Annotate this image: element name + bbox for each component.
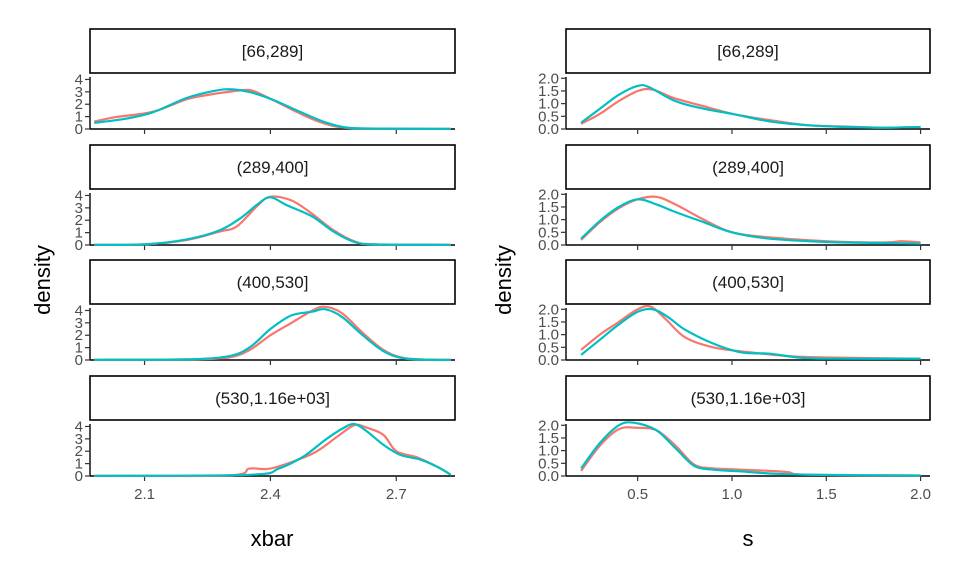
density-curve-2	[580, 421, 921, 477]
x-tick-label: 1.0	[722, 486, 743, 503]
y-tick-label: 1.0	[538, 96, 559, 113]
density-curve-2	[94, 422, 452, 477]
right-x-axis-title: s	[743, 526, 754, 551]
facet-strip-box	[89, 144, 456, 190]
right-facet-4: (530,1.16e+03]0.00.51.01.52.00.5 1.0 1.5 2.…	[538, 375, 931, 503]
right-facet-1: [66,289] 0.00.51.01.52.0	[538, 28, 931, 138]
right-facet-2: (289,400] 0.00.51.01.52.0	[538, 144, 931, 254]
y-tick-label: 2	[75, 96, 83, 113]
y-tick-label: 0	[75, 468, 83, 485]
y-tick-label: 1.0	[538, 327, 559, 344]
y-tick-label: 4	[75, 187, 83, 204]
y-tick-label: 1	[75, 340, 83, 357]
y-tick-label: 1.0	[538, 212, 559, 229]
y-tick-label: 3	[75, 84, 83, 101]
left-y-axis-title: density	[30, 245, 55, 315]
y-tick-label: 0.5	[538, 455, 559, 472]
density-curve-1	[93, 88, 451, 130]
facet-strip-label: (530,1.16e+03]	[215, 389, 330, 408]
x-tick-label: 0.5	[627, 486, 648, 503]
facet-strip-label: (289,400]	[237, 158, 309, 177]
density-curve-2	[94, 307, 451, 361]
y-tick-label: 0.0	[538, 237, 559, 254]
y-tick-label: 1.5	[538, 199, 559, 216]
facet-strip-box	[89, 28, 456, 74]
y-tick-label: 3	[75, 431, 83, 448]
y-tick-label: 3	[75, 315, 83, 332]
x-tick-label: 2.4	[260, 486, 281, 503]
y-tick-label: 4	[75, 71, 83, 88]
density-curve-1	[580, 426, 921, 477]
density-curve-1	[94, 195, 451, 246]
left-x-axis-title: xbar	[251, 526, 294, 551]
y-tick-label: 2.0	[538, 301, 559, 318]
y-tick-label: 0	[75, 237, 83, 254]
facet-strip-label: [66,289]	[242, 42, 303, 61]
density-curve-1	[94, 305, 451, 361]
y-tick-label: 0.5	[538, 108, 559, 125]
x-tick-label: 1.5	[816, 486, 837, 503]
s-density-panel: [66,289]0.00.51.01.52.0(289,400]0.00.51.…	[538, 28, 931, 503]
facet-strip-box	[89, 259, 456, 305]
density-curve-1	[580, 87, 921, 129]
density-curve-2	[94, 88, 451, 130]
y-tick-label: 0.0	[538, 352, 559, 369]
facet-strip-label: (400,530]	[712, 273, 784, 292]
facet-strip-box	[89, 375, 456, 421]
y-tick-label: 0	[75, 352, 83, 369]
facet-strip-box	[565, 144, 931, 190]
x-tick-label: 2.7	[386, 486, 407, 503]
y-tick-label: 2	[75, 327, 83, 344]
y-tick-label: 1	[75, 109, 83, 126]
y-tick-label: 3	[75, 200, 83, 217]
y-tick-label: 1.5	[538, 314, 559, 331]
facet-strip-label: (530,1.16e+03]	[691, 389, 806, 408]
density-curve-2	[580, 307, 921, 360]
xbar-density-panel: [66,289]01234(289,400]01234(400,530]0123…	[75, 28, 456, 503]
density-curve-2	[94, 196, 451, 246]
y-tick-label: 0.5	[538, 224, 559, 241]
right-facet-3: (400,530] 0.00.51.01.52.0	[538, 259, 931, 369]
y-tick-label: 1	[75, 456, 83, 473]
density-curve-2	[580, 83, 921, 129]
y-tick-label: 2.0	[538, 186, 559, 203]
right-y-axis-title: density	[491, 245, 516, 315]
density-curve-1	[94, 423, 452, 478]
y-tick-label: 2	[75, 212, 83, 229]
facet-strip-label: (400,530]	[237, 273, 309, 292]
y-tick-label: 0	[75, 121, 83, 138]
y-tick-label: 1.0	[538, 443, 559, 460]
y-tick-label: 1.5	[538, 83, 559, 100]
y-tick-label: 0.0	[538, 468, 559, 485]
facet-strip-label: [66,289]	[717, 42, 778, 61]
facet-strip-box	[565, 375, 931, 421]
facet-strip-box	[565, 259, 931, 305]
y-tick-label: 1	[75, 225, 83, 242]
density-curve-2	[580, 198, 921, 245]
y-tick-label: 1.5	[538, 430, 559, 447]
x-tick-label: 2.0	[910, 486, 931, 503]
facet-strip-box	[565, 28, 931, 74]
y-tick-label: 4	[75, 302, 83, 319]
y-tick-label: 2	[75, 443, 83, 460]
y-tick-label: 2.0	[538, 70, 559, 87]
y-tick-label: 0.5	[538, 339, 559, 356]
y-tick-label: 0.0	[538, 121, 559, 138]
x-tick-label: 2.1	[134, 486, 155, 503]
y-tick-label: 4	[75, 418, 83, 435]
y-tick-label: 2.0	[538, 417, 559, 434]
facet-strip-label: (289,400]	[712, 158, 784, 177]
